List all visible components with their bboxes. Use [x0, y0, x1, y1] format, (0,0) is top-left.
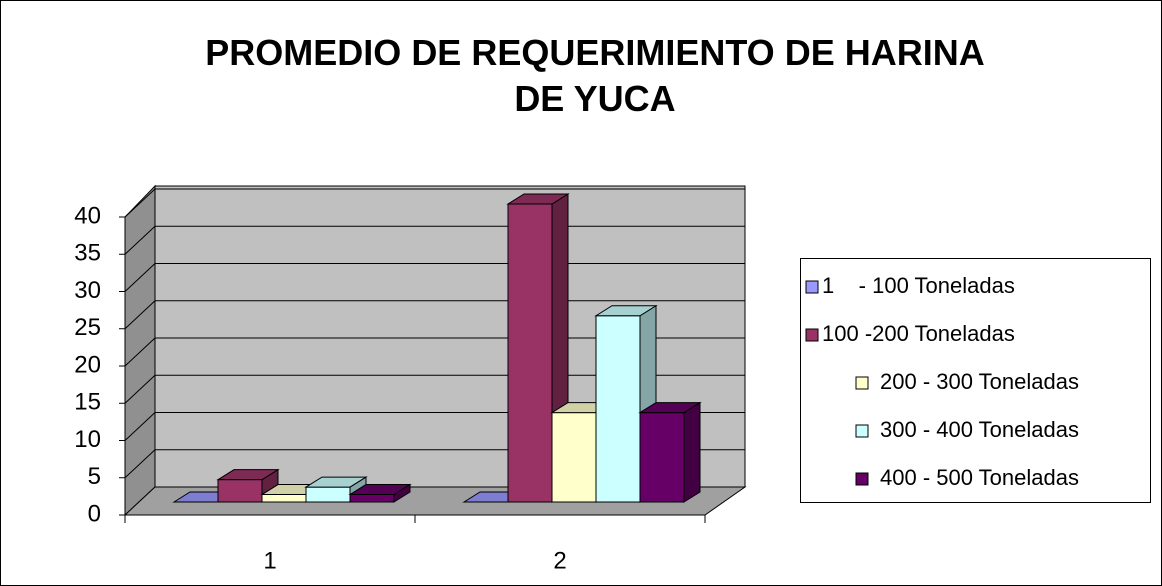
bar: [506, 193, 570, 503]
bar: [638, 401, 702, 503]
legend-swatch: [805, 328, 819, 342]
y-tick-label: 35: [74, 240, 101, 267]
legend-swatch: [805, 280, 819, 294]
bar-front: [305, 486, 351, 503]
y-tick-label: 15: [74, 389, 101, 416]
bar-front: [551, 412, 597, 503]
legend-swatch: [855, 376, 869, 390]
legend-label: 1 - 100 Toneladas: [822, 273, 1015, 298]
bar-front: [639, 412, 685, 503]
y-tick-label: 5: [88, 463, 101, 490]
bar-front: [507, 203, 553, 503]
chart-title: PROMEDIO DE REQUERIMIENTO DE HARINA DE YU…: [205, 32, 984, 119]
y-tick-label: 40: [74, 202, 101, 229]
bar-front: [217, 479, 263, 503]
legend-swatch: [855, 424, 869, 438]
y-tick-label: 20: [74, 351, 101, 378]
y-tick-label: 0: [88, 500, 101, 527]
y-tick-label: 10: [74, 426, 101, 453]
bar-front: [349, 494, 395, 503]
legend-label: 100 -200 Toneladas: [822, 321, 1015, 346]
legend-label: 300 - 400 Toneladas: [880, 417, 1079, 442]
y-tick-label: 25: [74, 314, 101, 341]
legend-label: 200 - 300 Toneladas: [880, 369, 1079, 394]
bar-top: [638, 402, 702, 414]
bar-top: [348, 484, 412, 496]
grid-line: [124, 188, 745, 218]
bar-top: [216, 469, 280, 481]
bar-front: [261, 494, 307, 503]
side-wall: [124, 184, 156, 517]
x-tick-label: 2: [553, 547, 566, 574]
legend-swatch: [855, 472, 869, 486]
x-tick-label: 1: [263, 547, 276, 574]
y-tick-label: 30: [74, 277, 101, 304]
bar-top: [594, 305, 658, 317]
legend-label: 400 - 500 Toneladas: [880, 465, 1079, 490]
bar-top: [304, 476, 368, 488]
bar-side: [683, 401, 701, 503]
bar-top: [506, 193, 570, 205]
bar: [348, 483, 412, 503]
bar-front: [595, 315, 641, 503]
